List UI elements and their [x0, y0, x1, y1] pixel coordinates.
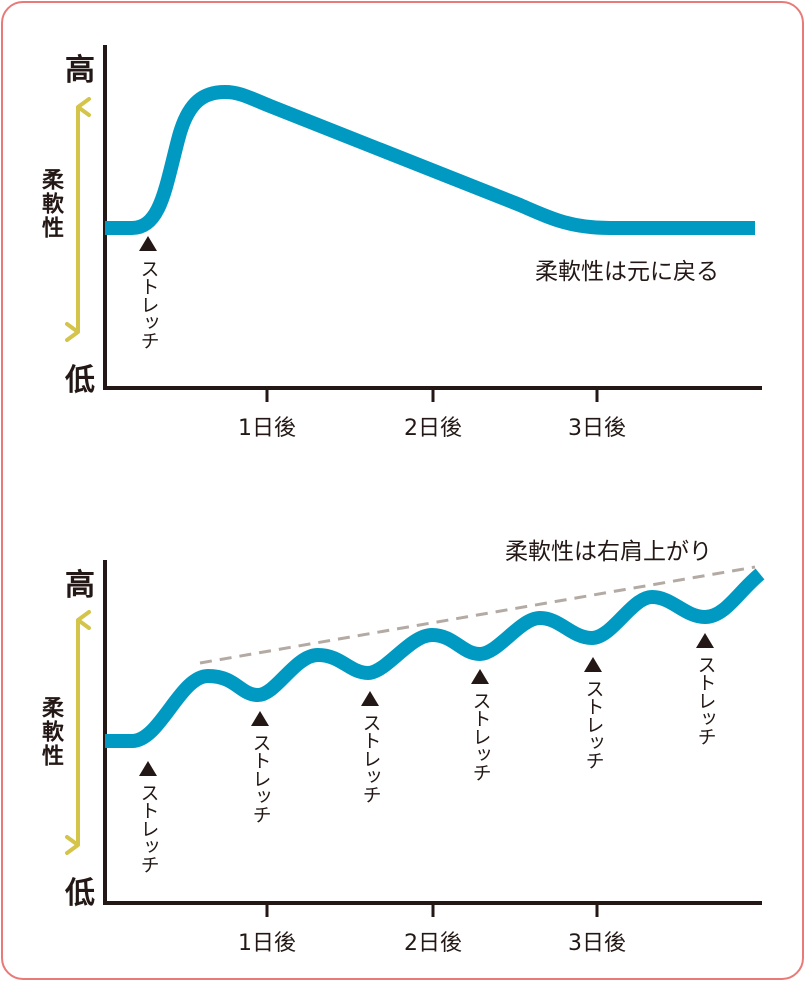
bottom-stretch-marker-icon-5	[584, 657, 602, 672]
bottom-note: 柔軟性は右肩上がり	[505, 539, 712, 565]
top-stretch-label: ストレッチ	[137, 259, 160, 349]
bottom-tick-label-1: 1日後	[238, 931, 296, 956]
top-tick-label-3: 3日後	[568, 416, 626, 441]
bottom-high-label: 高	[65, 568, 95, 603]
top-flexibility-curve	[105, 84, 755, 235]
top-low-label: 低	[65, 363, 95, 398]
bottom-stretch-label-5: ストレッチ	[582, 679, 605, 769]
top-tick-label-2: 2日後	[404, 416, 462, 441]
bottom-tick-label-3: 3日後	[568, 931, 626, 956]
bottom-stretch-marker-icon-6	[696, 633, 714, 648]
top-stretch-marker-icon	[139, 236, 157, 251]
bottom-low-label: 低	[65, 876, 95, 911]
bottom-stretch-marker-icon-4	[471, 669, 489, 684]
bottom-axis-label: 柔軟性	[38, 696, 63, 768]
bottom-stretch-marker-icon-2	[251, 711, 269, 726]
bottom-stretch-marker-icon-1	[139, 761, 157, 776]
bottom-stretch-label-4: ストレッチ	[469, 691, 492, 781]
top-axis-label: 柔軟性	[38, 168, 63, 240]
bottom-stretch-label-3: ストレッチ	[359, 713, 382, 803]
top-high-label: 高	[65, 53, 95, 88]
trend-dashed-line	[199, 565, 756, 665]
bottom-stretch-marker-icon-3	[361, 691, 379, 706]
bottom-stretch-label-6: ストレッチ	[694, 655, 717, 745]
bottom-flexibility-curve	[105, 568, 765, 748]
bottom-tick-label-2: 2日後	[404, 931, 462, 956]
top-tick-label-1: 1日後	[238, 416, 296, 441]
bottom-stretch-label-1: ストレッチ	[137, 783, 160, 873]
top-note: 柔軟性は元に戻る	[535, 259, 719, 285]
bottom-stretch-label-2: ストレッチ	[249, 733, 272, 823]
